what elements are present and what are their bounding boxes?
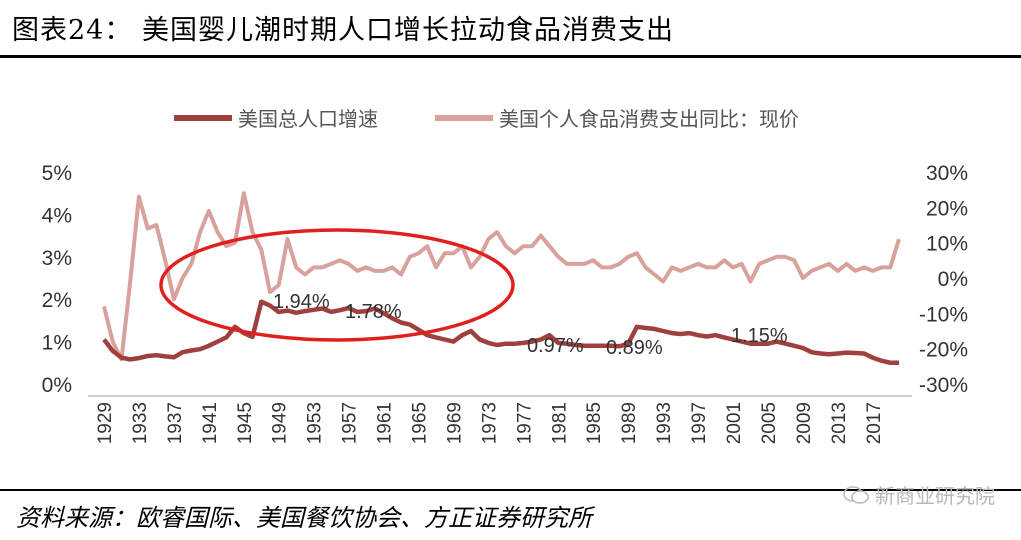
x-tick-label: 1953	[305, 402, 326, 444]
x-tick-label: 1929	[95, 402, 116, 444]
right-y-axis: 30% 20% 10% 0% -10% -20% -30%	[919, 162, 968, 397]
annotation-3: 0.97%	[527, 335, 584, 357]
left-tick-label: 4%	[42, 204, 72, 227]
x-tick-label: 1977	[514, 402, 535, 444]
x-tick-label: 1981	[549, 402, 570, 444]
series-line-population	[102, 299, 899, 366]
x-tick-label: 1961	[375, 402, 396, 444]
x-tick-label: 2017	[864, 402, 885, 444]
source-note: 资料来源：欧睿国际、美国餐饮协会、方正证券研究所	[16, 504, 592, 532]
wechat-icon	[843, 485, 869, 504]
legend-label-population: 美国总人口增速	[238, 107, 378, 131]
figure-title: 图表24： 美国婴儿潮时期人口增长拉动食品消费支出	[12, 15, 674, 46]
left-tick-label: 0%	[42, 374, 72, 397]
series-line-food-spending	[102, 191, 901, 362]
x-tick-label: 1993	[654, 402, 675, 444]
bottom-rule	[0, 489, 1021, 491]
right-tick-label: -20%	[919, 339, 968, 362]
top-rule	[0, 55, 1021, 58]
right-tick-label: -10%	[919, 303, 968, 326]
highlight-ellipse	[159, 228, 515, 342]
x-tick-label: 1945	[235, 402, 256, 444]
x-tick-label: 1985	[584, 402, 605, 444]
annotation-1: 1.94%	[273, 291, 330, 313]
right-tick-label: 0%	[938, 268, 968, 291]
x-tick-label: 1949	[270, 402, 291, 444]
x-tick-label: 1933	[130, 402, 151, 444]
annotation-4: 0.89%	[606, 337, 663, 359]
right-tick-label: -30%	[919, 374, 968, 397]
x-tick-label: 2009	[794, 402, 815, 444]
x-tick-label: 1973	[479, 402, 500, 444]
x-tick-label: 2001	[724, 402, 745, 444]
annotation-2: 1.78%	[345, 301, 402, 323]
x-tick-label: 1937	[165, 402, 186, 444]
data-annotations: 1.94% 1.78% 0.97% 0.89% 1.15%	[273, 291, 788, 359]
legend: 美国总人口增速 美国个人食品消费支出同比：现价	[174, 107, 799, 131]
line-chart: 美国总人口增速 美国个人食品消费支出同比：现价 5% 4% 3% 2% 1% 0% 30%…	[42, 107, 968, 444]
left-tick-label: 1%	[42, 332, 72, 355]
left-y-axis: 5% 4% 3% 2% 1% 0%	[42, 162, 72, 397]
x-tick-label: 1989	[619, 402, 640, 444]
watermark: 新商业研究院	[843, 480, 995, 509]
annotation-5: 1.15%	[731, 325, 788, 347]
x-tick-label: 2013	[829, 402, 850, 444]
right-tick-label: 20%	[926, 197, 968, 220]
x-tick-label: 1941	[200, 402, 221, 444]
x-tick-label: 1997	[689, 402, 710, 444]
left-tick-label: 3%	[42, 247, 72, 270]
left-tick-label: 2%	[42, 289, 72, 312]
x-tick-label: 2005	[759, 402, 780, 444]
x-tick-label: 1969	[444, 402, 465, 444]
x-tick-label: 1957	[340, 402, 361, 444]
right-tick-label: 30%	[926, 162, 968, 185]
x-axis: 1929 1933 1937 1941 1945 1949 1953 1957 1961 1965…	[88, 395, 912, 444]
x-tick-label: 1965	[410, 402, 431, 444]
right-tick-label: 10%	[926, 233, 968, 256]
left-tick-label: 5%	[42, 162, 72, 185]
legend-label-food-spending: 美国个人食品消费支出同比：现价	[499, 107, 799, 131]
watermark-text: 新商业研究院	[875, 484, 995, 508]
